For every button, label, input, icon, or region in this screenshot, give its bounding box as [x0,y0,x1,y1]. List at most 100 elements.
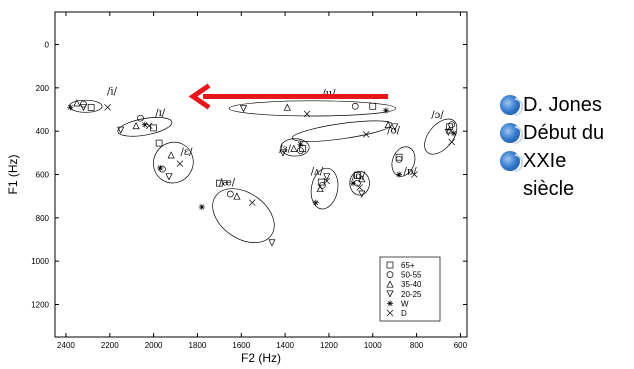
legend-label: D [401,309,407,318]
data-point-triangle-down [279,149,287,157]
data-point-square [216,179,223,187]
data-point-square [369,102,377,110]
data-point-x [362,131,370,138]
legend-label: 35-40 [401,280,422,289]
audio-link-xxie[interactable]: XXIe [500,148,634,174]
red-arrow-head [188,83,211,110]
data-point-triangle-up [73,99,81,107]
data-point-triangle-down [358,190,366,198]
x-tick-label: 800 [410,341,424,350]
data-point-square [87,103,95,111]
vowel-ellipse [228,100,397,117]
data-point-triangle-down [165,173,173,181]
data-point-circle [395,155,403,163]
data-point-star [297,141,304,148]
vowel-label: /ɒ/ [403,167,417,178]
y-tick-label: 1000 [31,257,49,266]
data-point-x [104,104,111,111]
data-point-circle [319,181,326,189]
legend-label: 20-25 [401,290,422,299]
data-point-triangle-up [233,192,241,200]
audio-link-label: XXIe [523,150,567,172]
speaker-icon[interactable] [500,123,523,144]
data-point-triangle-down [323,173,331,181]
audio-link-debut[interactable]: Début du [500,120,634,146]
data-point-triangle-down [444,128,452,137]
x-tick-label: 1200 [320,341,338,350]
data-point-x [248,199,256,206]
x-tick-label: 1600 [232,341,250,350]
data-point-x [411,171,418,178]
vowel-ellipse [153,141,194,184]
data-point-triangle-up [290,144,298,152]
vowel-label: /ɪ/ [155,108,166,119]
data-point-star [350,180,357,187]
x-tick-label: 2400 [57,341,75,350]
data-point-triangle-up [316,184,324,192]
data-point-circle [297,147,304,155]
data-point-x [448,138,455,146]
legend-marker-triangle-up [386,280,394,288]
vowel-label: /ɛ/ [181,147,194,158]
data-point-triangle-up [283,103,291,111]
vowel-label: /ɜ/ [279,144,291,155]
vowel-label: /æ/ [219,177,236,188]
data-point-circle [137,114,144,122]
y-tick-label: 0 [45,41,50,50]
data-point-triangle-up [132,121,140,130]
data-point-star [382,107,389,114]
data-point-x [176,160,184,167]
data-point-square [150,124,157,132]
legend-marker-triangle-down [386,290,394,298]
legend-marker-circle [386,271,394,278]
data-point-triangle-down [117,126,125,134]
data-point-circle [351,102,359,110]
data-point-star [157,165,164,171]
y-tick-label: 400 [36,127,50,136]
data-point-square [354,172,361,179]
audio-link-label: D. Jones [523,94,602,116]
data-point-triangle-down [79,103,88,112]
speaker-icon[interactable] [500,151,523,172]
data-point-circle [226,190,234,198]
data-point-x [303,110,311,118]
data-point-square [299,145,306,152]
audio-link-list: D. Jones Début du XXIe siècle [500,92,634,202]
data-point-triangle-down [239,105,248,113]
legend-label: 65+ [401,261,415,270]
audio-link-label-continued: siècle [523,178,575,200]
vowel-ellipse [310,167,339,210]
data-point-square [395,153,403,161]
vowel-ellipse [280,138,310,157]
legend-marker-x [386,309,394,317]
vowel-ellipse [212,188,275,243]
data-point-triangle-up [384,120,392,129]
data-point-triangle-down [268,239,276,247]
data-point-star [312,199,319,206]
x-tick-label: 1800 [189,341,207,350]
vowel-ellipse [349,170,370,196]
data-point-star [450,130,457,137]
data-point-square [317,178,325,186]
data-point-x [323,177,330,185]
legend-marker-square [386,261,394,269]
x-axis-label: F2 (Hz) [241,351,281,365]
vowel-label: /i/ [107,86,118,97]
vowel-label: /ʊ/ [387,125,401,136]
data-point-square [446,123,453,131]
data-point-circle [448,121,456,129]
legend-label: W [401,299,409,308]
data-point-star [141,121,148,128]
x-tick-label: 1000 [364,341,382,350]
legend-label: 50-55 [401,271,422,280]
vowel-ellipse [424,118,458,155]
speaker-icon[interactable] [500,95,523,116]
data-point-square [155,139,163,147]
audio-link-d-jones[interactable]: D. Jones [500,92,634,118]
y-tick-label: 800 [36,214,50,223]
data-point-star [198,204,205,210]
y-tick-label: 1200 [31,301,49,310]
data-point-x [356,184,363,191]
audio-link-label: Début du [523,122,605,144]
